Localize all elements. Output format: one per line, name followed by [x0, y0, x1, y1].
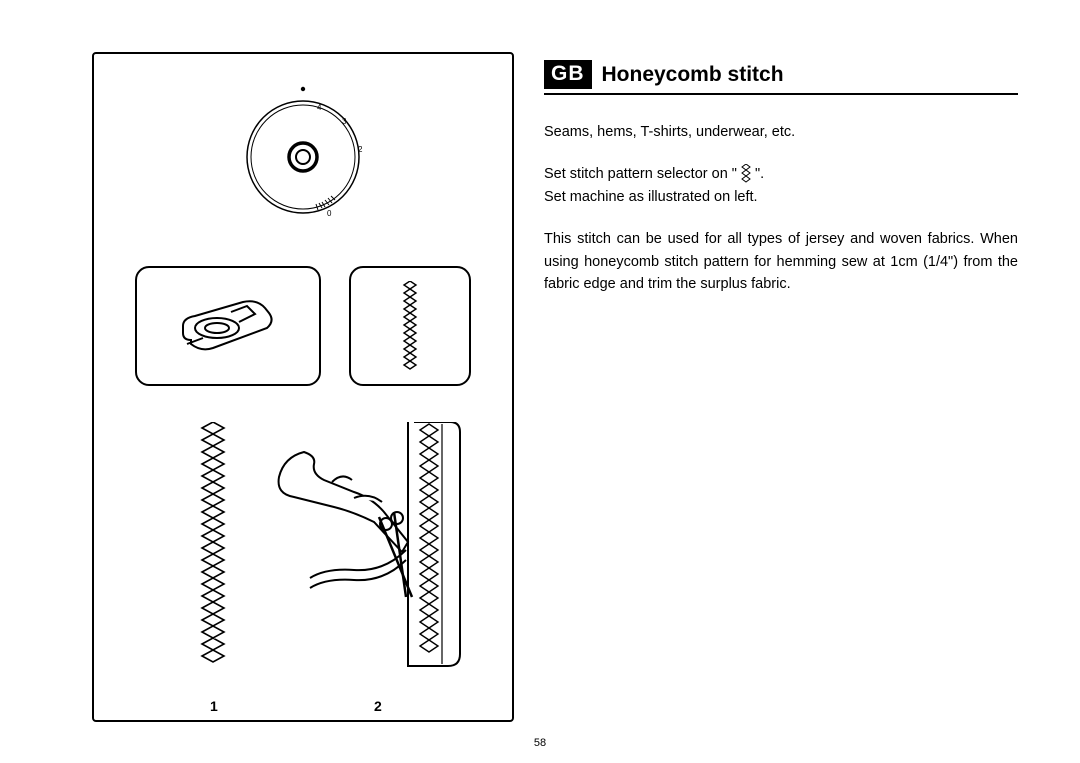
figure-label-1: 1 — [210, 698, 218, 714]
paragraph-2: Set stitch pattern selector on " ". — [544, 163, 1018, 185]
stitch-pattern-box — [349, 266, 471, 386]
paragraph-2b: ". — [751, 166, 764, 182]
dial-num-4: 4 — [317, 103, 322, 112]
honeycomb-inline-icon — [741, 164, 751, 184]
presser-foot-icon — [173, 288, 283, 364]
illustration-frame: 4 3 2 0 — [92, 52, 514, 722]
paragraph-4: This stitch can be used for all types of… — [544, 228, 1018, 295]
presser-foot-box — [135, 266, 321, 386]
dial-num-2: 2 — [358, 145, 363, 154]
dial-illustration: 4 3 2 0 — [228, 72, 378, 227]
page-title: Honeycomb stitch — [602, 63, 784, 87]
paragraph-3: Set machine as illustrated on left. — [544, 186, 1018, 208]
paragraph-2a: Set stitch pattern selector on " — [544, 166, 741, 182]
figure-label-2: 2 — [374, 698, 382, 714]
dial-num-3: 3 — [342, 117, 347, 126]
text-column: GB Honeycomb stitch Seams, hems, T-shirt… — [544, 52, 1018, 722]
dial-num-0: 0 — [327, 209, 332, 218]
lower-illustration — [94, 422, 512, 682]
title-row: GB Honeycomb stitch — [544, 60, 1018, 95]
language-badge: GB — [544, 60, 592, 89]
paragraph-1: Seams, hems, T-shirts, underwear, etc. — [544, 121, 1018, 143]
page-number: 58 — [534, 737, 546, 749]
honeycomb-stitch-icon — [397, 281, 423, 371]
